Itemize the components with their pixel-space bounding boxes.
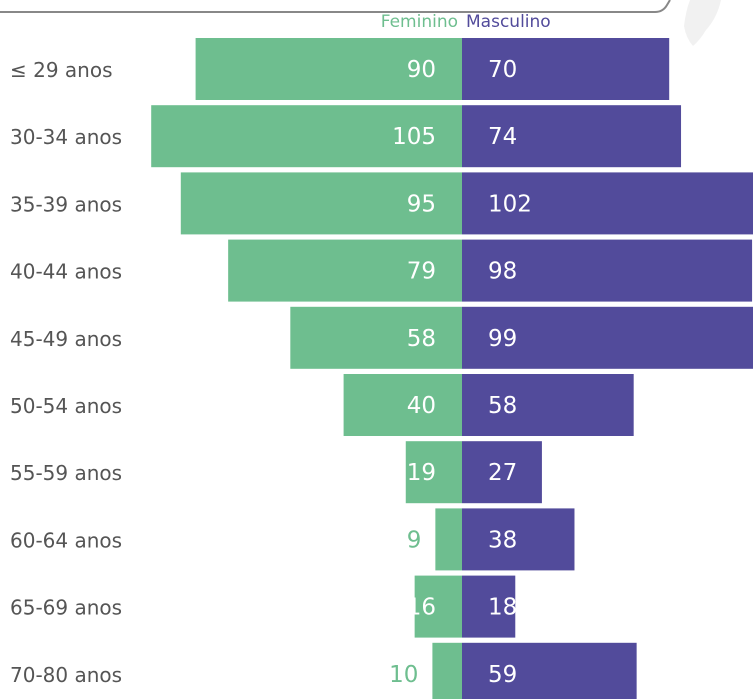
value-label-feminino-1: 105 xyxy=(392,124,436,150)
bar-feminino-8 xyxy=(414,575,462,638)
bar-masculino-6 xyxy=(462,441,542,504)
value-label-feminino-8: 16 xyxy=(407,595,436,621)
age-group-label-6: 55-59 anos xyxy=(10,461,122,485)
bar-masculino-1 xyxy=(462,105,682,168)
bar-feminino-2 xyxy=(180,172,463,235)
bar-feminino-4 xyxy=(290,306,462,369)
value-label-feminino-5: 40 xyxy=(407,393,436,419)
value-label-masculino-8: 18 xyxy=(488,595,517,621)
bar-masculino-8 xyxy=(462,575,516,638)
value-label-masculino-1: 74 xyxy=(488,124,517,150)
age-group-label-9: 70-80 anos xyxy=(10,663,122,687)
age-group-label-3: 40-44 anos xyxy=(10,260,122,284)
bar-feminino-7 xyxy=(435,508,462,571)
bar-feminino-1 xyxy=(151,105,462,168)
age-group-label-4: 45-49 anos xyxy=(10,327,122,351)
value-label-masculino-0: 70 xyxy=(488,57,517,83)
value-label-feminino-7: 9 xyxy=(407,527,422,553)
value-label-masculino-5: 58 xyxy=(488,393,517,419)
value-label-masculino-3: 98 xyxy=(488,259,517,285)
age-group-label-5: 50-54 anos xyxy=(10,394,122,418)
value-label-feminino-4: 58 xyxy=(407,326,436,352)
bar-feminino-0 xyxy=(195,38,462,100)
age-group-label-8: 65-69 anos xyxy=(10,596,122,620)
bar-masculino-0 xyxy=(462,38,670,100)
value-label-feminino-2: 95 xyxy=(407,191,436,217)
legend-feminino: Feminino xyxy=(381,12,458,32)
bar-masculino-3 xyxy=(462,239,753,302)
bar-masculino-5 xyxy=(462,374,634,436)
header-decoration-line xyxy=(0,0,671,13)
age-group-label-0: ≤ 29 anos xyxy=(10,58,113,82)
value-label-feminino-0: 90 xyxy=(407,57,436,83)
age-group-label-2: 35-39 anos xyxy=(10,192,122,216)
bar-masculino-4 xyxy=(462,306,753,369)
bar-masculino-2 xyxy=(462,172,753,235)
bar-feminino-9 xyxy=(432,642,462,699)
map-silhouette-decoration xyxy=(684,0,721,46)
bar-masculino-9 xyxy=(462,642,637,699)
age-group-label-1: 30-34 anos xyxy=(10,125,122,149)
value-label-feminino-3: 79 xyxy=(407,259,436,285)
value-label-masculino-6: 27 xyxy=(488,460,517,486)
value-label-masculino-7: 38 xyxy=(488,527,517,553)
bar-feminino-6 xyxy=(405,441,462,504)
value-label-masculino-4: 99 xyxy=(488,326,517,352)
bar-masculino-7 xyxy=(462,508,575,571)
value-label-feminino-9: 10 xyxy=(389,662,418,688)
bar-feminino-3 xyxy=(228,239,462,302)
legend-masculino: Masculino xyxy=(466,12,551,32)
age-group-label-7: 60-64 anos xyxy=(10,528,122,552)
value-label-masculino-2: 102 xyxy=(488,191,532,217)
bar-feminino-5 xyxy=(343,374,462,436)
value-label-masculino-9: 59 xyxy=(488,662,517,688)
value-label-feminino-6: 19 xyxy=(407,460,436,486)
